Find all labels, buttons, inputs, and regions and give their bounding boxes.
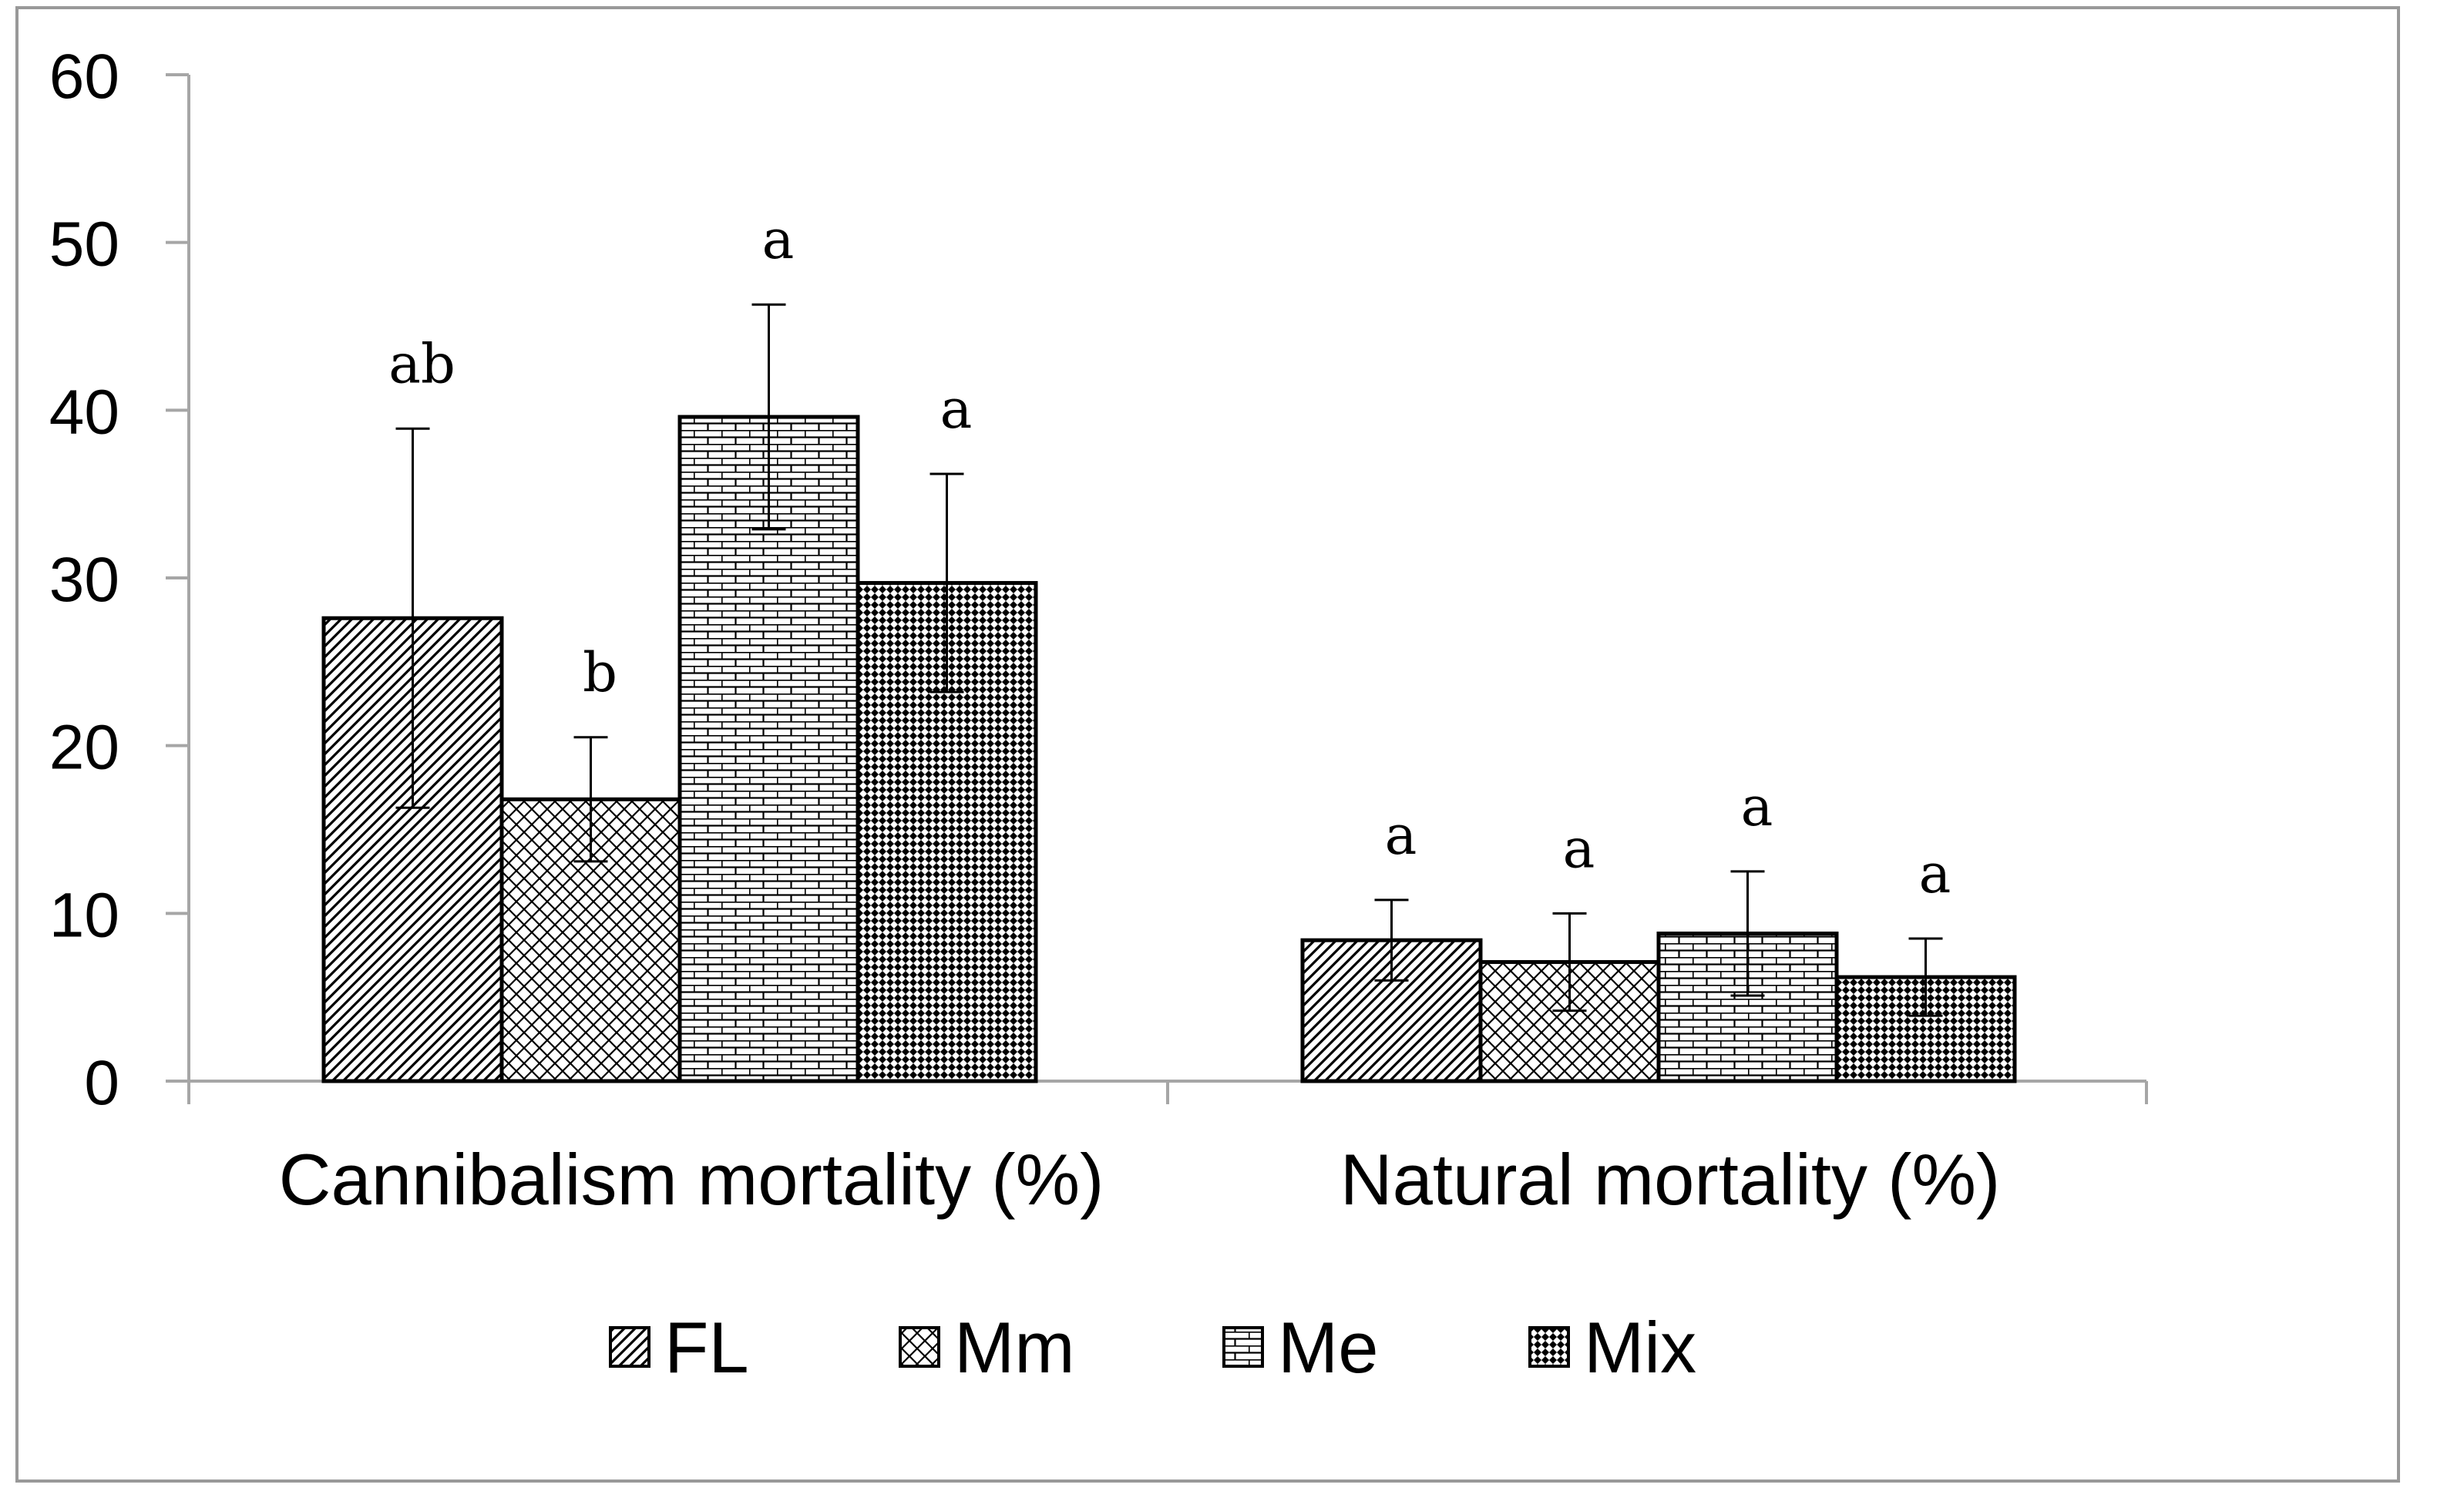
significance-letter: a — [1919, 842, 1951, 905]
significance-letter: b — [583, 641, 617, 704]
y-tick-label: 20 — [49, 713, 119, 783]
y-axis-ticks: 0 10 20 30 40 50 60 — [49, 42, 189, 1118]
y-tick-label: 60 — [49, 42, 119, 112]
significance-letter: a — [1741, 775, 1773, 838]
legend-swatch-me — [1222, 1326, 1264, 1368]
category-label: Cannibalism mortality (%) — [279, 1139, 1104, 1220]
bars: ab b a a a a a a — [321, 208, 2017, 1083]
y-tick-label: 10 — [49, 880, 119, 950]
category-labels: Cannibalism mortality (%) Natural mortali… — [279, 1139, 2001, 1220]
legend-label-fl: FL — [664, 1307, 749, 1388]
y-tick-label: 40 — [49, 377, 119, 447]
y-tick-label: 30 — [49, 545, 119, 615]
legend-label-me: Me — [1278, 1307, 1379, 1388]
category-label: Natural mortality (%) — [1340, 1139, 2001, 1220]
legend-swatch-mix — [1528, 1326, 1570, 1368]
y-tick-label: 50 — [49, 210, 119, 280]
legend-label-mix: Mix — [1584, 1307, 1696, 1388]
legend: FL Mm Me Mix — [609, 1307, 1696, 1388]
significance-letter: a — [1563, 817, 1595, 880]
legend-swatch-fl — [609, 1326, 650, 1368]
significance-letter: a — [762, 208, 795, 271]
y-tick-label: 0 — [84, 1048, 119, 1118]
legend-label-mm: Mm — [954, 1307, 1075, 1388]
legend-swatch-mm — [899, 1326, 940, 1368]
significance-letter: a — [940, 378, 973, 441]
significance-letter: a — [1385, 804, 1417, 867]
significance-letter: ab — [388, 332, 455, 395]
